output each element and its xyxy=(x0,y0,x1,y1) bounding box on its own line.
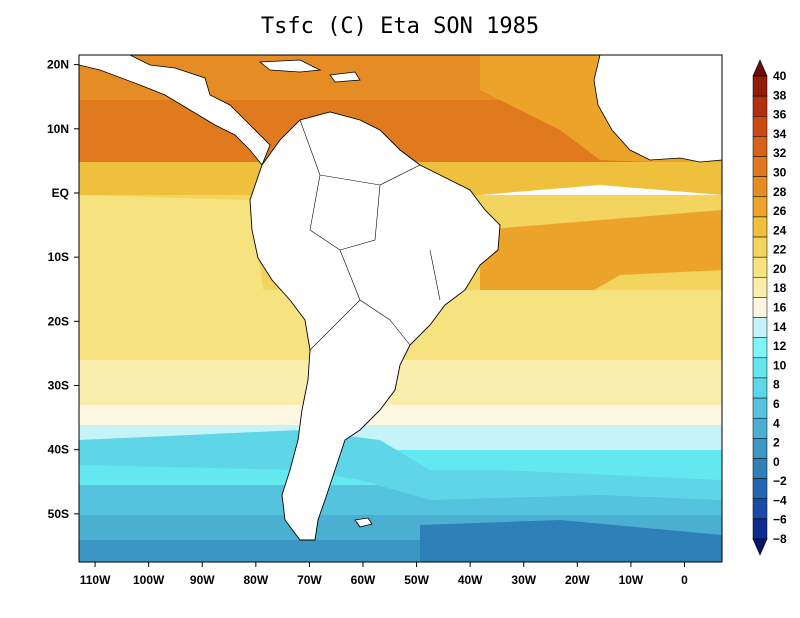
colorbar-swatch xyxy=(752,377,768,399)
colorbar-label: 34 xyxy=(773,127,787,141)
colorbar-label: 28 xyxy=(773,185,787,199)
y-tick-label: 50S xyxy=(48,507,69,521)
y-tick-label: EQ xyxy=(52,186,69,200)
colorbar-swatch xyxy=(752,498,768,520)
colorbar-label: 22 xyxy=(773,243,787,257)
colorbar-swatch xyxy=(752,417,768,439)
colorbar-swatch xyxy=(752,116,768,137)
colorbar-swatch xyxy=(752,297,768,318)
colorbar-label: 38 xyxy=(773,88,787,102)
x-tick-label: 30W xyxy=(511,573,536,587)
colorbar-label: −8 xyxy=(773,532,787,546)
colorbar-swatch xyxy=(752,256,768,278)
x-tick-label: 110W xyxy=(80,573,111,587)
colorbar-swatch xyxy=(752,458,768,479)
band-cool xyxy=(79,405,722,425)
colorbar-swatch xyxy=(752,518,768,540)
land-caribbean-islands xyxy=(258,59,361,83)
colorbar-label: 10 xyxy=(773,358,787,372)
colorbar-swatch xyxy=(752,357,768,379)
colorbar-label: 36 xyxy=(773,108,787,122)
colorbar-max-arrow xyxy=(752,59,768,77)
colorbar-label: 18 xyxy=(773,281,787,295)
x-tick-label: 10W xyxy=(619,573,644,587)
chart-title: Tsfc (C) Eta SON 1985 xyxy=(260,14,540,39)
colorbar-swatch xyxy=(752,397,768,419)
y-axis: 20N 10N EQ 10S 20S 30S 40S 50S xyxy=(47,58,79,521)
colorbar-label: 14 xyxy=(773,320,787,334)
band-cold-tongue xyxy=(79,430,722,500)
colorbar-label: 16 xyxy=(773,301,787,315)
colorbar-label: 0 xyxy=(773,455,780,469)
colorbar-swatch xyxy=(752,277,768,298)
y-tick-label: 20N xyxy=(47,58,69,72)
y-tick-label: 10N xyxy=(47,122,69,136)
x-tick-label: 100W xyxy=(133,573,165,587)
land-falklands xyxy=(354,517,373,528)
colorbar-label: 40 xyxy=(773,69,787,83)
colorbar-swatch xyxy=(752,478,768,499)
y-tick-label: 30S xyxy=(48,379,69,393)
colorbar-swatch xyxy=(752,176,768,198)
plot-area xyxy=(79,55,722,562)
x-tick-label: 0 xyxy=(681,573,688,587)
band-cold-deep xyxy=(420,520,722,562)
colorbar-label: 4 xyxy=(773,416,780,430)
land-west-africa xyxy=(593,55,722,163)
colorbar-swatch xyxy=(752,156,768,177)
colorbar-label: −4 xyxy=(773,493,787,507)
colorbar-swatch xyxy=(752,337,768,359)
colorbar-label: 26 xyxy=(773,204,787,218)
band-pacific-tongue xyxy=(79,195,265,300)
colorbar-swatch xyxy=(752,196,768,218)
colorbar-swatch xyxy=(752,216,768,238)
x-tick-label: 70W xyxy=(297,573,322,587)
colorbar-label: −2 xyxy=(773,474,787,488)
colorbar-swatch xyxy=(752,317,768,338)
y-tick-label: 20S xyxy=(48,314,69,328)
colorbar-label: 2 xyxy=(773,436,780,450)
land-south-america xyxy=(249,111,501,541)
colorbar-label: 20 xyxy=(773,262,787,276)
y-tick-label: 10S xyxy=(48,250,69,264)
colorbar-swatch xyxy=(752,438,768,459)
x-tick-label: 90W xyxy=(190,573,215,587)
colorbar-label: 6 xyxy=(773,397,780,411)
colorbar-label: 8 xyxy=(773,378,780,392)
colorbar-min-arrow xyxy=(752,538,768,556)
x-tick-label: 40W xyxy=(458,573,483,587)
colorbar-label: 32 xyxy=(773,146,787,160)
colorbar-swatch xyxy=(752,95,768,117)
colorbar-swatch xyxy=(752,136,768,157)
x-tick-label: 60W xyxy=(351,573,376,587)
band-mid-lat xyxy=(79,360,722,405)
plot-frame xyxy=(78,54,723,563)
country-borders xyxy=(299,119,441,351)
colorbar-swatch xyxy=(752,75,768,97)
colorbar-label: 24 xyxy=(773,223,787,237)
colorbar-label: −6 xyxy=(773,513,787,527)
colorbar: 4038363432302826242220181614121086420−2−… xyxy=(752,59,787,556)
colorbar-label: 12 xyxy=(773,339,787,353)
x-axis: 110W 100W 90W 80W 70W 60W 50W 40W 30W 20W 10W 0 xyxy=(80,562,688,587)
x-tick-label: 50W xyxy=(404,573,429,587)
x-tick-label: 20W xyxy=(565,573,590,587)
colorbar-swatch xyxy=(752,236,768,258)
y-tick-label: 40S xyxy=(48,443,69,457)
colorbar-label: 30 xyxy=(773,165,787,179)
x-tick-label: 80W xyxy=(243,573,268,587)
